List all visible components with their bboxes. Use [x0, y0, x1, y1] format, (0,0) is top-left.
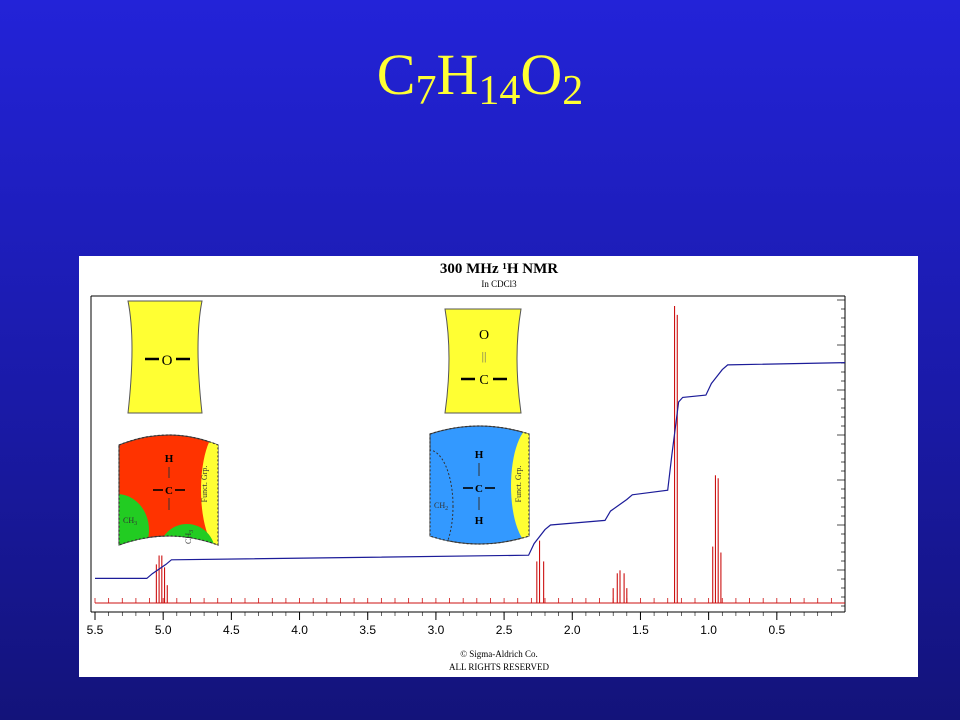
methine-fragment: H C Funct. Grp. CH3 CH3 — [118, 434, 219, 546]
methylene-carbon-region — [430, 449, 454, 544]
formula-o-count: 2 — [562, 68, 584, 114]
formula-o: O — [520, 42, 563, 107]
formula-h: H — [436, 42, 479, 107]
methylene-ch2-label: CH2 — [434, 501, 448, 512]
x-tick-label-1: 5.0 — [155, 623, 172, 637]
carbonyl-fragment-shape — [444, 308, 522, 414]
methylene-functional-group-label: Funct. Grp. — [514, 466, 523, 503]
formula-c: C — [376, 42, 416, 107]
carbonyl-fragment: O || C — [444, 308, 522, 414]
methine-bottom-methyl-region — [159, 524, 215, 545]
methylene-carbon-label: C — [475, 483, 483, 495]
formula-c-count: 7 — [415, 68, 437, 114]
x-tick-label-3: 4.0 — [291, 623, 308, 637]
methine-functional-group-region — [201, 435, 218, 545]
x-axis: 5.5 5.0 4.5 4.0 3.5 3.0 2.5 2.0 1.5 1.0 0.5 — [87, 612, 832, 637]
methine-left-methyl-label: CH3 — [123, 516, 137, 527]
chart-subtitle: In CDCl3 — [481, 279, 517, 289]
x-tick-label-10: 0.5 — [768, 623, 785, 637]
plot-area — [94, 306, 846, 604]
methylene-bottom-hydrogen-label: H — [475, 515, 484, 527]
integral-curve — [95, 362, 846, 579]
x-tick-label-8: 1.5 — [632, 623, 649, 637]
formula-h-count: 14 — [478, 68, 521, 114]
methylene-top-hydrogen-label: H — [475, 449, 484, 461]
copyright-line-1: © Sigma-Aldrich Co. — [460, 649, 538, 659]
methine-fragment-outline — [118, 434, 219, 546]
carbonyl-oxygen-label: O — [479, 328, 489, 343]
nmr-spectrum-panel: 300 MHz ¹H NMR In CDCl3 5.5 5.0 4.5 4.0 3.5 3… — [79, 256, 918, 677]
x-tick-label-5: 3.0 — [428, 623, 445, 637]
ether-fragment-shape — [127, 300, 203, 414]
methine-left-methyl-region — [119, 494, 149, 545]
integral-scale-ticks — [837, 299, 845, 607]
ether-oxygen-fragment: O — [127, 300, 203, 414]
x-tick-label-6: 2.5 — [496, 623, 513, 637]
chart-title: 300 MHz ¹H NMR — [440, 261, 558, 277]
methine-carbon-label: C — [165, 485, 173, 497]
carbonyl-double-bond: || — [482, 349, 487, 363]
x-tick-label-9: 1.0 — [700, 623, 717, 637]
methine-functional-group-label: Funct. Grp. — [200, 466, 209, 503]
methine-bottom-methyl-label: CH3 — [184, 530, 195, 544]
methine-hydrogen-label: H — [165, 453, 174, 465]
x-tick-label-4: 3.5 — [359, 623, 376, 637]
x-tick-label-2: 4.5 — [223, 623, 240, 637]
copyright-line-2: ALL RIGHTS RESERVED — [449, 662, 549, 672]
x-tick-label-0: 5.5 — [87, 623, 104, 637]
ether-oxygen-label: O — [162, 353, 173, 369]
x-tick-label-7: 2.0 — [564, 623, 581, 637]
nmr-chart: 300 MHz ¹H NMR In CDCl3 5.5 5.0 4.5 4.0 3.5 3… — [87, 261, 846, 672]
methylene-functional-group-region — [511, 426, 529, 544]
methylene-fragment-outline — [429, 425, 530, 545]
slide-title: C7H14O2 — [0, 40, 960, 126]
methylene-fragment: H C H Funct. Grp. CH2 — [429, 425, 530, 545]
carbonyl-carbon-label: C — [479, 373, 488, 388]
